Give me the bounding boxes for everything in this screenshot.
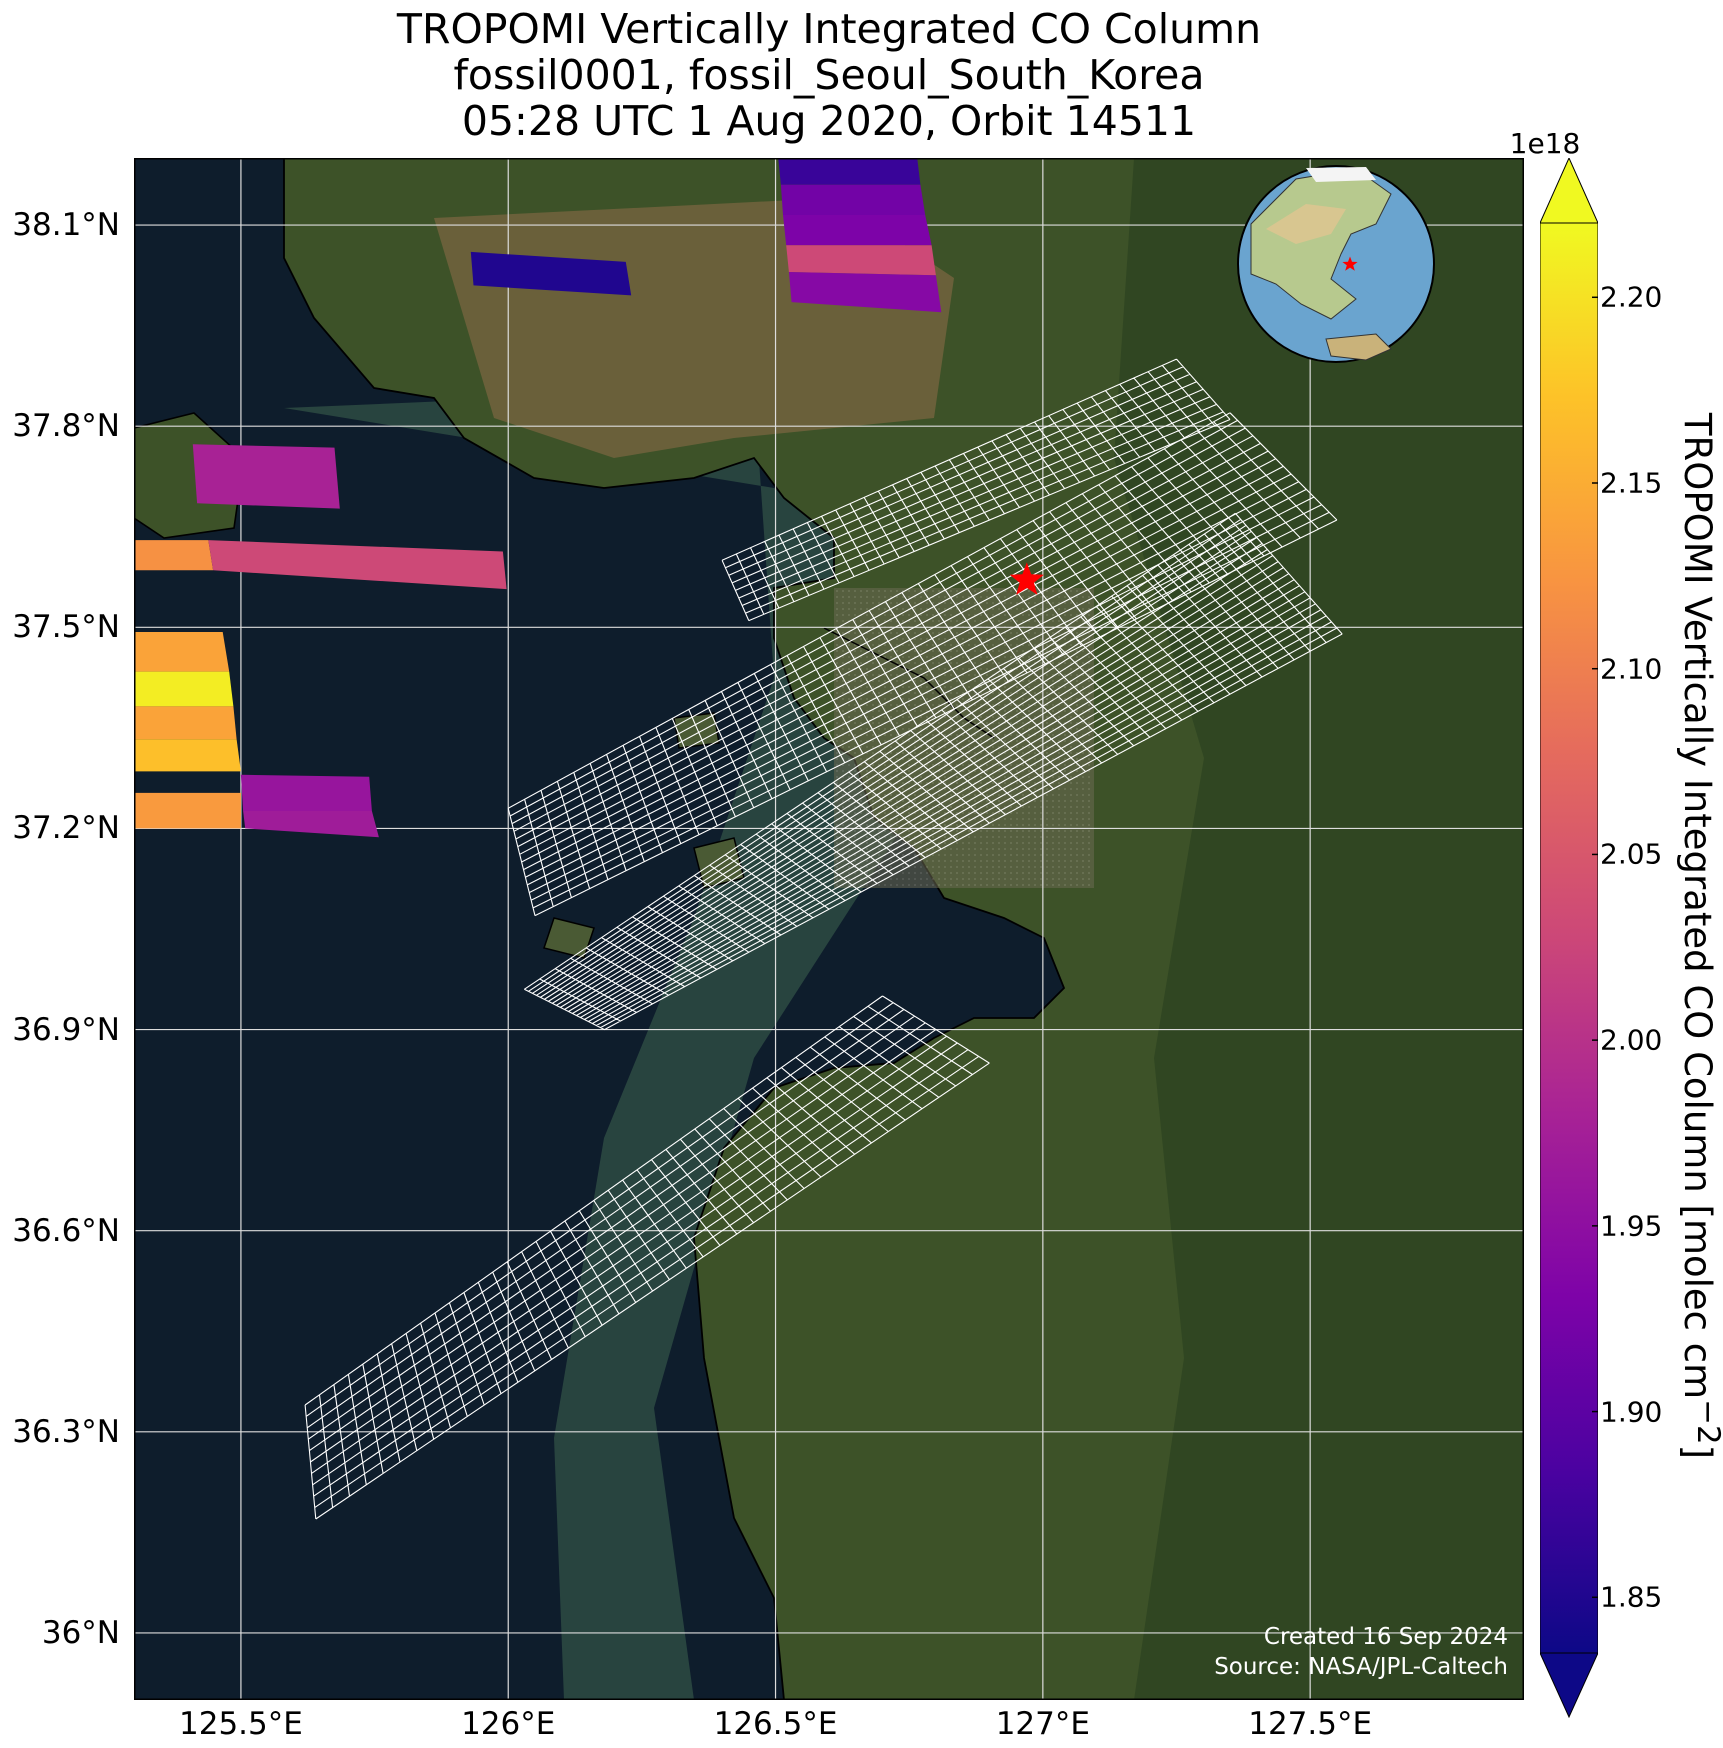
colorbar-title-sup: −2 bbox=[1690, 1399, 1723, 1445]
footprint-swath bbox=[523, 512, 1343, 1031]
colorbar-title-text: TROPOMI Vertically Integrated CO Column … bbox=[1675, 412, 1719, 1400]
co-pixel[interactable] bbox=[783, 215, 932, 246]
co-pixel[interactable] bbox=[243, 811, 379, 838]
map-panel[interactable] bbox=[134, 158, 1524, 1700]
inset-globe bbox=[1237, 165, 1435, 363]
x-tick-label: 125.5°E bbox=[179, 1706, 303, 1742]
co-pixel[interactable] bbox=[208, 540, 507, 590]
chart-title-line-1: TROPOMI Vertically Integrated CO Column bbox=[396, 5, 1262, 53]
co-pixel[interactable] bbox=[134, 671, 234, 707]
colorbar-tick-label: 1.95 bbox=[1600, 1209, 1663, 1243]
colorbar-title-end: ] bbox=[1675, 1444, 1719, 1460]
y-tick-label: 37.2°N bbox=[12, 810, 120, 847]
footprint-swath bbox=[721, 358, 1231, 622]
colorbar-ticks bbox=[1592, 296, 1598, 1599]
colorbar-tick-label: 2.05 bbox=[1600, 837, 1663, 871]
credit-created: Created 16 Sep 2024 bbox=[1263, 1624, 1508, 1650]
co-pixel[interactable] bbox=[134, 792, 241, 829]
globe-land-australia bbox=[1325, 333, 1392, 361]
y-tick-label: 36.6°N bbox=[12, 1212, 120, 1249]
co-pixel[interactable] bbox=[192, 444, 340, 509]
y-tick-label: 38.1°N bbox=[12, 207, 120, 244]
co-pixel[interactable] bbox=[470, 251, 632, 296]
x-tick-label: 126.5°E bbox=[713, 1706, 838, 1742]
co-pixel[interactable] bbox=[778, 158, 921, 185]
footprint-mesh bbox=[721, 358, 1231, 622]
co-pixel[interactable] bbox=[788, 272, 942, 313]
colorbar-title: TROPOMI Vertically Integrated CO Column … bbox=[1676, 413, 1723, 1459]
x-tick-label: 127°E bbox=[995, 1706, 1090, 1742]
footprint-swath bbox=[507, 412, 1338, 917]
colorbar-tick-label: 1.85 bbox=[1600, 1580, 1663, 1614]
footprint-mesh bbox=[507, 412, 1338, 917]
footprint-mesh bbox=[304, 995, 990, 1520]
credit-source: Source: NASA/JPL-Caltech bbox=[1214, 1654, 1508, 1680]
co-pixel[interactable] bbox=[240, 774, 372, 811]
footprint-mesh bbox=[523, 512, 1343, 1031]
chart-title-line-2: fossil0001, fossil_Seoul_South_Korea bbox=[453, 51, 1205, 99]
colorbar bbox=[1540, 158, 1598, 1718]
map-gridlines bbox=[134, 158, 1524, 1700]
colorbar-tick-label: 1.90 bbox=[1600, 1395, 1663, 1429]
x-tick-label: 126°E bbox=[461, 1706, 556, 1742]
colorbar-tick-label: 2.15 bbox=[1600, 466, 1663, 500]
forest-east bbox=[1114, 158, 1524, 1700]
co-pixel[interactable] bbox=[134, 632, 230, 672]
colorbar-extend-min bbox=[1540, 1652, 1598, 1718]
globe-star-icon bbox=[1342, 256, 1358, 271]
colorbar-exponent: 1e18 bbox=[1509, 127, 1581, 160]
footprint-swath bbox=[304, 995, 990, 1520]
y-tick-label: 36.9°N bbox=[12, 1011, 120, 1048]
colorbar-tick-label: 2.20 bbox=[1600, 280, 1663, 314]
y-tick-label: 36°N bbox=[41, 1614, 120, 1651]
colorbar-extend-max bbox=[1540, 158, 1598, 224]
y-tick-label: 37.8°N bbox=[12, 408, 120, 445]
co-pixel[interactable] bbox=[134, 739, 241, 772]
co-pixel[interactable] bbox=[780, 184, 926, 215]
x-tick-label: 127.5°E bbox=[1248, 1706, 1373, 1742]
land-west-islands bbox=[134, 412, 245, 539]
co-pixel[interactable] bbox=[134, 706, 237, 740]
y-tick-label: 36.3°N bbox=[12, 1413, 120, 1450]
globe-land-desert bbox=[1266, 204, 1346, 244]
colorbar-tick-label: 2.00 bbox=[1600, 1023, 1663, 1057]
map-frame bbox=[134, 158, 1524, 1700]
co-pixel[interactable] bbox=[786, 245, 936, 276]
chart-title-line-3: 05:28 UTC 1 Aug 2020, Orbit 14511 bbox=[461, 97, 1197, 145]
colorbar-tick-label: 2.10 bbox=[1600, 652, 1663, 686]
globe-land-snow bbox=[1306, 167, 1376, 182]
target-star-icon[interactable] bbox=[1009, 562, 1044, 595]
river bbox=[823, 627, 995, 739]
colorbar-gradient bbox=[1540, 222, 1598, 1654]
tropomi-footprint-grid bbox=[304, 358, 1343, 1520]
co-pixel[interactable] bbox=[134, 540, 214, 571]
co-column-pixels bbox=[134, 158, 942, 838]
y-tick-label: 37.5°N bbox=[12, 609, 120, 646]
